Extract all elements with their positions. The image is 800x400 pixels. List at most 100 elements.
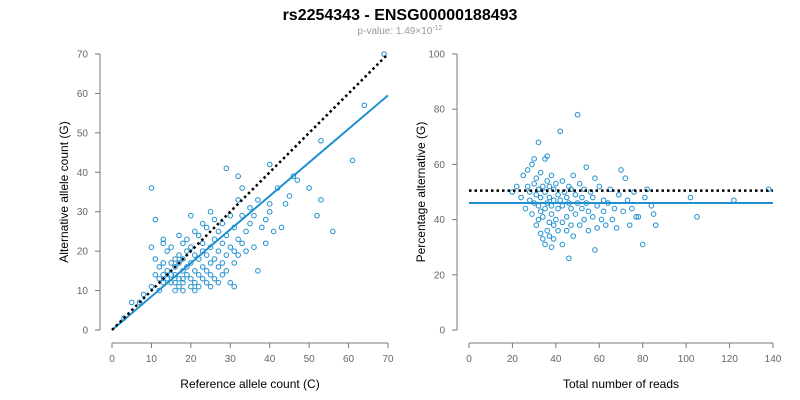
- data-point: [594, 225, 600, 231]
- data-point: [555, 191, 561, 198]
- data-point: [537, 194, 544, 201]
- data-point: [594, 203, 600, 209]
- data-point: [535, 216, 542, 223]
- data-point: [563, 227, 570, 234]
- data-point: [535, 203, 542, 209]
- data-point: [247, 204, 253, 211]
- data-point: [531, 156, 537, 162]
- data-point: [235, 236, 241, 243]
- data-point: [585, 208, 592, 215]
- data-point: [581, 186, 587, 193]
- data-point: [581, 216, 587, 223]
- panel-allele-counts: 0 10 20 30 40 50 60 70 0 10 20 30 40 50 60 70 Reference …: [57, 50, 394, 392]
- data-point: [555, 227, 561, 234]
- data-point: [535, 139, 542, 146]
- data-point: [559, 241, 566, 248]
- data-point: [231, 248, 238, 254]
- x-tick-label: 20: [185, 354, 197, 365]
- data-point: [557, 197, 564, 204]
- x-tick-label: 20: [507, 354, 519, 365]
- panel-percentage-alternative: 0 20 40 60 80 100 120 140 0 20 40 60 80 100 Total numb…: [414, 50, 782, 392]
- data-point: [164, 275, 170, 282]
- data-point: [314, 212, 320, 219]
- data-point: [330, 228, 336, 235]
- data-point: [520, 172, 527, 179]
- data-point: [642, 194, 648, 201]
- data-point: [148, 185, 155, 191]
- data-point: [568, 186, 574, 193]
- data-point: [266, 161, 273, 168]
- data-point: [251, 244, 257, 250]
- data-point: [624, 197, 631, 204]
- data-point: [180, 275, 186, 282]
- data-point: [164, 248, 170, 254]
- x-tick-label: 80: [637, 354, 649, 365]
- x-tick-label: 60: [343, 354, 355, 365]
- data-point: [524, 183, 531, 190]
- data-point: [270, 228, 277, 235]
- data-point: [223, 165, 230, 172]
- data-point: [546, 219, 553, 226]
- data-point: [546, 233, 553, 239]
- data-point: [172, 279, 178, 286]
- data-point: [542, 205, 548, 212]
- data-point: [585, 227, 592, 234]
- data-point: [282, 201, 289, 207]
- y-tick-label: 0: [82, 326, 88, 337]
- data-point: [568, 222, 574, 228]
- data-point: [559, 178, 566, 184]
- y-axis-label: Percentage alternative (G): [414, 122, 428, 263]
- data-point: [548, 211, 555, 217]
- data-point: [211, 216, 218, 223]
- data-point: [533, 175, 540, 181]
- data-point: [148, 244, 155, 250]
- data-point: [278, 224, 285, 231]
- data-point: [652, 222, 659, 228]
- p-value-text: p-value: 1.49×10: [358, 26, 433, 37]
- data-point: [639, 241, 646, 248]
- chart-title: rs2254343 - ENSG00000188493: [283, 7, 518, 24]
- y-tick-label: 20: [77, 247, 89, 258]
- data-point: [180, 287, 186, 294]
- data-point: [247, 220, 253, 227]
- reference-line: [111, 53, 389, 331]
- data-point: [548, 244, 555, 250]
- data-point: [223, 252, 230, 258]
- data-point: [550, 197, 557, 204]
- data-point: [215, 264, 222, 270]
- x-tick-label: 120: [721, 354, 738, 365]
- data-point: [579, 205, 585, 212]
- data-point: [535, 186, 542, 193]
- y-tick-label: 30: [77, 207, 89, 218]
- data-point: [199, 275, 206, 282]
- data-point: [550, 222, 557, 228]
- data-point: [207, 272, 214, 278]
- x-tick-label: 0: [109, 354, 115, 365]
- data-point: [199, 264, 206, 270]
- x-axis-label: Total number of reads: [563, 377, 679, 391]
- data-point: [195, 272, 202, 278]
- x-tick-label: 70: [382, 354, 394, 365]
- x-tick-label: 100: [678, 354, 695, 365]
- data-point: [596, 183, 603, 190]
- p-value-exponent: -12: [432, 25, 442, 32]
- data-point: [168, 260, 174, 266]
- data-point: [611, 205, 618, 212]
- x-tick-label: 50: [304, 354, 316, 365]
- data-point: [219, 240, 226, 247]
- data-point: [576, 222, 583, 228]
- y-tick-label: 70: [77, 50, 89, 61]
- data-point: [180, 256, 186, 262]
- data-point: [609, 216, 616, 223]
- data-point: [140, 291, 147, 298]
- data-point: [550, 236, 557, 242]
- data-point: [152, 256, 159, 262]
- data-point: [148, 283, 155, 290]
- y-tick-label: 60: [434, 160, 446, 171]
- data-point: [537, 169, 544, 176]
- data-point: [731, 197, 737, 204]
- data-point: [574, 111, 581, 118]
- data-point: [626, 222, 633, 228]
- y-tick-label: 60: [77, 89, 89, 100]
- data-point: [184, 248, 190, 254]
